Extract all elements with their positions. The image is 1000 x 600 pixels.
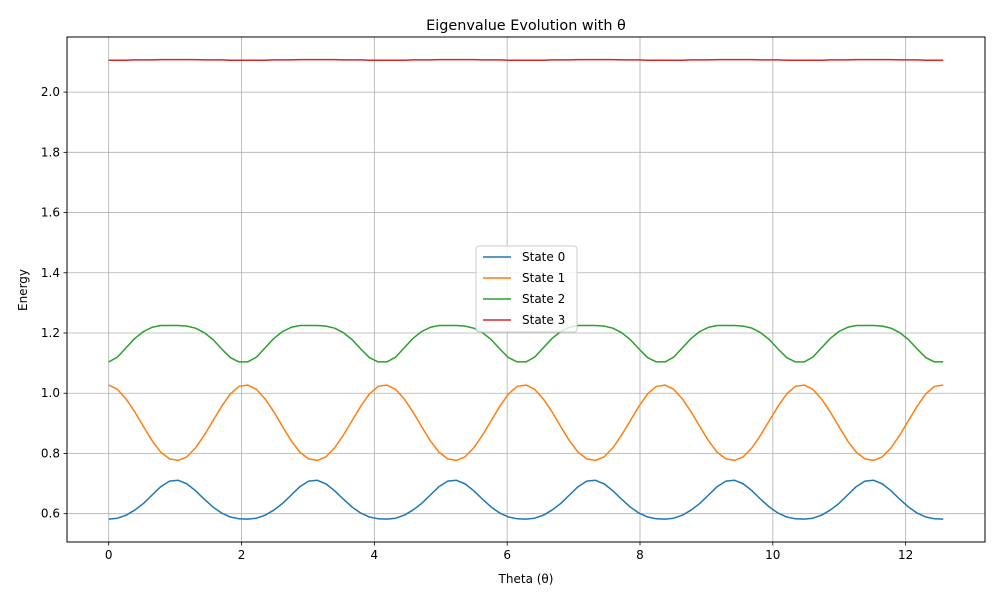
legend-label-state-1: State 1: [522, 271, 565, 285]
x-axis: 0 2 4 6 8 10 12: [105, 542, 913, 562]
series-line-state-0: [108, 479, 944, 520]
y-tick-label: 0.6: [41, 507, 60, 521]
chart-title: Eigenvalue Evolution with θ: [426, 18, 626, 34]
plot-frame: [66, 36, 986, 543]
x-tick-label: 4: [371, 548, 379, 562]
y-tick-label: 1.4: [41, 266, 60, 280]
legend-label-state-0: State 0: [522, 250, 565, 264]
y-axis: 0.6 0.8 1.0 1.2 1.4 1.6 1.8 2.0: [41, 85, 67, 521]
y-tick-label: 1.2: [41, 326, 60, 340]
grid-lines: [67, 37, 985, 542]
x-tick-label: 10: [765, 548, 780, 562]
x-tick-label: 0: [105, 548, 113, 562]
legend-box: [475, 245, 578, 333]
x-tick-label: 8: [636, 548, 644, 562]
y-tick-label: 1.6: [41, 206, 60, 220]
x-tick-label: 12: [898, 548, 913, 562]
x-axis-label: Theta (θ): [498, 572, 554, 586]
legend-label-state-3: State 3: [522, 313, 565, 327]
legend: State 0 State 1 State 2 State 3: [475, 245, 578, 333]
series-line-state-1: [108, 384, 944, 462]
series-lines: [108, 58, 944, 520]
y-tick-label: 1.8: [41, 145, 60, 159]
y-tick-label: 0.8: [41, 446, 60, 460]
legend-label-state-2: State 2: [522, 292, 565, 306]
series-line-state-3: [108, 58, 944, 61]
y-tick-label: 2.0: [41, 85, 60, 99]
series-line-state-2: [108, 324, 944, 363]
y-tick-label: 1.0: [41, 386, 60, 400]
y-axis-label: Energy: [16, 269, 30, 311]
x-tick-label: 2: [238, 548, 246, 562]
x-tick-label: 6: [503, 548, 511, 562]
